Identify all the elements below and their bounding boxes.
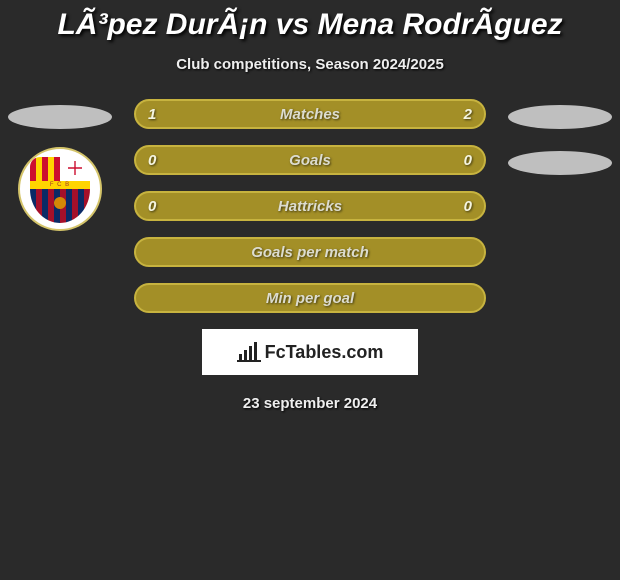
stat-left-value: 0 — [148, 198, 156, 215]
stat-bars: 1 Matches 2 0 Goals 0 0 Hattricks 0 Goal… — [134, 99, 486, 313]
fctables-logo: FcTables.com — [202, 329, 418, 375]
stat-label: Goals — [289, 152, 331, 169]
right-team-column — [500, 99, 620, 175]
fctables-logo-text: FcTables.com — [265, 342, 384, 363]
subtitle: Club competitions, Season 2024/2025 — [0, 56, 620, 73]
stat-bar-goals-per-match: Goals per match — [134, 237, 486, 267]
bar-chart-icon — [237, 342, 261, 362]
stat-label: Goals per match — [251, 244, 369, 261]
player-placeholder-right-2 — [508, 151, 612, 175]
page-title: LÃ³pez DurÃ¡n vs Mena RodrÃ­guez — [0, 0, 620, 42]
stat-right-value: 0 — [464, 198, 472, 215]
team-badge-left: F C B — [18, 147, 102, 231]
stat-left-value: 0 — [148, 152, 156, 169]
player-placeholder-left — [8, 105, 112, 129]
stat-right-value: 0 — [464, 152, 472, 169]
stat-label: Matches — [280, 106, 340, 123]
generated-date: 23 september 2024 — [0, 395, 620, 412]
stat-bar-min-per-goal: Min per goal — [134, 283, 486, 313]
stat-left-value: 1 — [148, 106, 156, 123]
stat-label: Min per goal — [266, 290, 354, 307]
stat-bar-hattricks: 0 Hattricks 0 — [134, 191, 486, 221]
stat-label: Hattricks — [278, 198, 342, 215]
stat-bar-matches: 1 Matches 2 — [134, 99, 486, 129]
comparison-panel: F C B 1 Matches 2 0 Goals 0 0 Hattricks … — [0, 99, 620, 313]
left-team-column: F C B — [0, 99, 120, 231]
stat-right-value: 2 — [464, 106, 472, 123]
stat-bar-goals: 0 Goals 0 — [134, 145, 486, 175]
player-placeholder-right-1 — [508, 105, 612, 129]
